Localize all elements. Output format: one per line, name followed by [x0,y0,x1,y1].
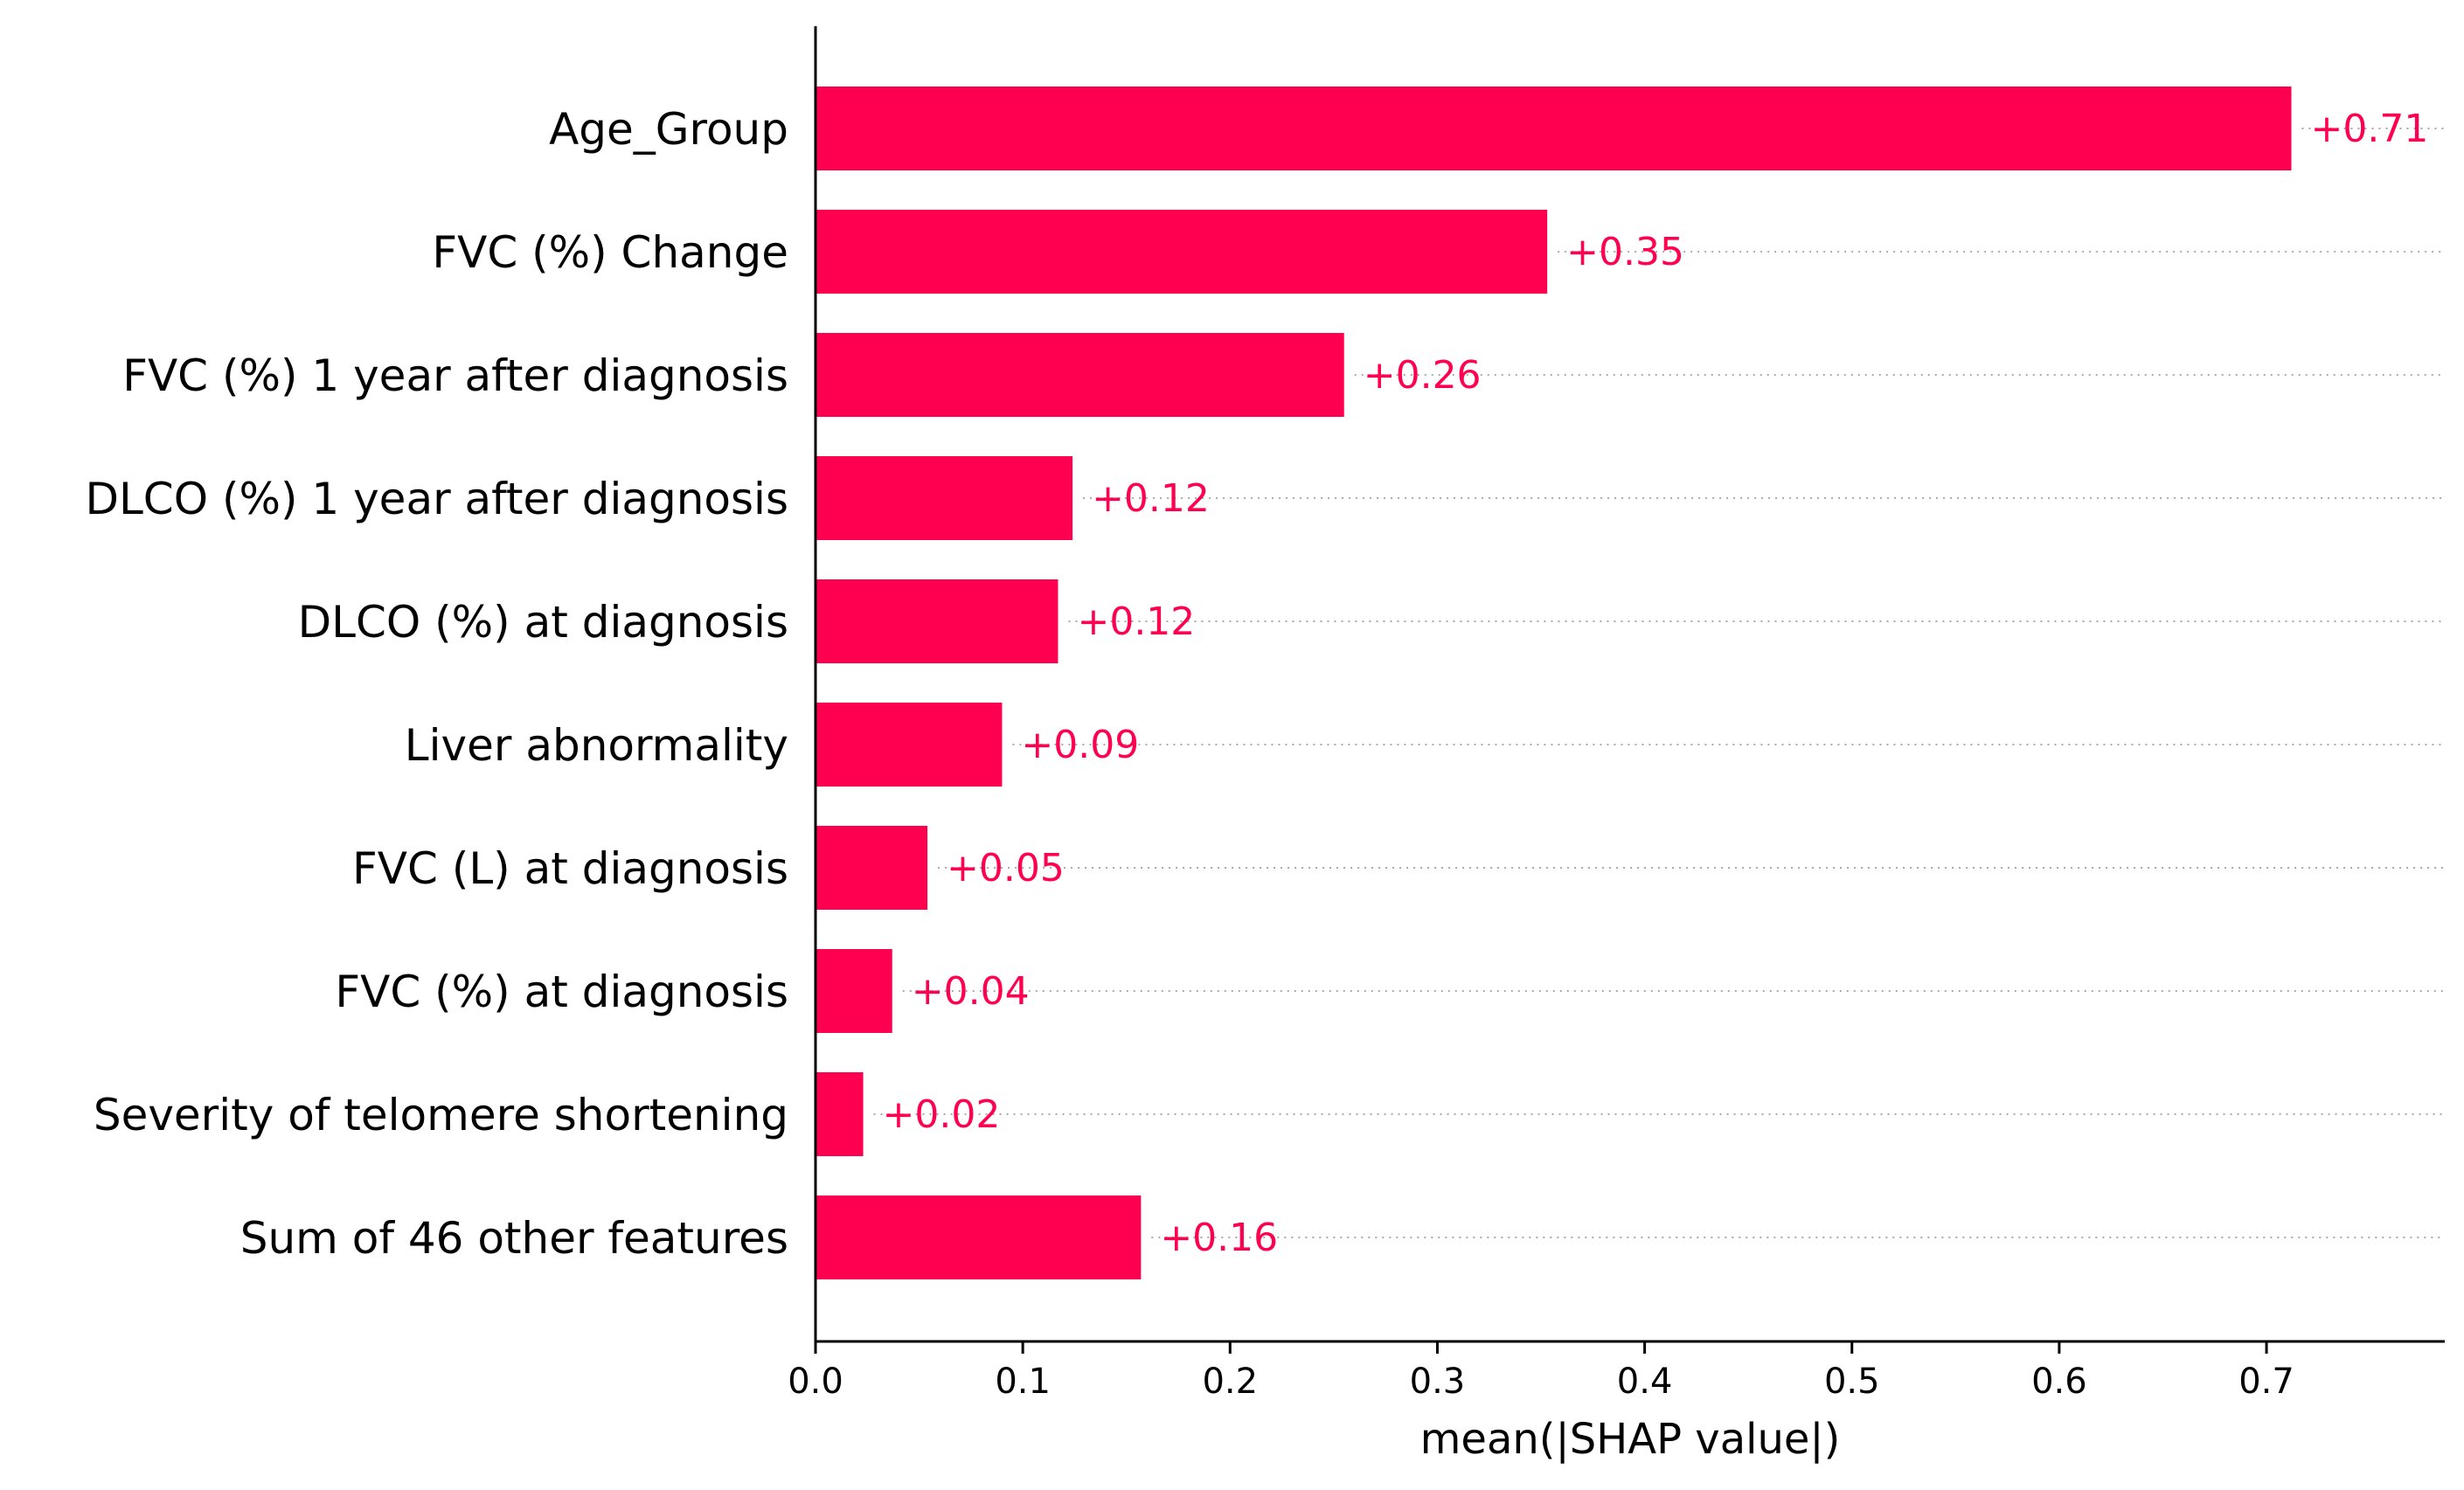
bar-value-label: +0.16 [1160,1216,1278,1260]
bars [816,87,2292,1279]
bar [816,1195,1142,1279]
category-label: FVC (%) at diagnosis [335,967,788,1017]
category-labels: Age_Group FVC (%) Change FVC (%) 1 year af… [85,104,788,1264]
category-label: FVC (L) at diagnosis [352,843,788,894]
row-guides [873,128,2445,1238]
bar [816,579,1058,663]
bar-value-label: +0.09 [1021,723,1139,767]
bar-value-label: +0.12 [1077,599,1195,644]
bar-value-label: +0.02 [883,1092,1001,1137]
bar-value-label: +0.04 [912,969,1030,1014]
x-tick-label: 0.0 [788,1362,843,1402]
x-tick-label: 0.5 [1824,1362,1880,1402]
bar-value-label: +0.35 [1566,230,1684,274]
bar [816,210,1548,294]
category-label: Liver abnormality [405,720,788,771]
x-tick-label: 0.6 [2031,1362,2087,1402]
bar [816,333,1344,417]
bar-value-label: +0.26 [1364,353,1482,398]
category-label: DLCO (%) at diagnosis [298,597,788,648]
x-tick-label: 0.1 [995,1362,1051,1402]
x-tick-label: 0.4 [1617,1362,1673,1402]
bar [816,826,928,910]
axes: 0.0 0.1 0.2 0.3 0.4 0.5 0.6 0.7 [788,26,2445,1402]
bar [816,1072,864,1156]
bar-value-label: +0.05 [947,846,1065,891]
x-tick-label: 0.2 [1202,1362,1258,1402]
category-label: FVC (%) Change [432,227,788,278]
category-label: DLCO (%) 1 year after diagnosis [85,474,788,524]
category-label: FVC (%) 1 year after diagnosis [122,350,788,401]
bar-value-label: +0.12 [1092,476,1210,521]
category-label: Age_Group [549,104,788,155]
value-labels: +0.71 +0.35 +0.26 +0.12 +0.12 +0.09 +0.05 +0.04… [883,107,2429,1260]
category-label: Sum of 46 other features [240,1213,788,1264]
bar-value-label: +0.71 [2311,107,2429,151]
x-axis-title: mean(|SHAP value|) [1420,1415,1841,1464]
x-tick-label: 0.7 [2238,1362,2294,1402]
bar [816,703,1003,787]
bar [816,87,2292,170]
x-tick-label: 0.3 [1410,1362,1466,1402]
bar [816,949,892,1033]
category-label: Severity of telomere shortening [94,1090,788,1140]
bar [816,456,1073,540]
